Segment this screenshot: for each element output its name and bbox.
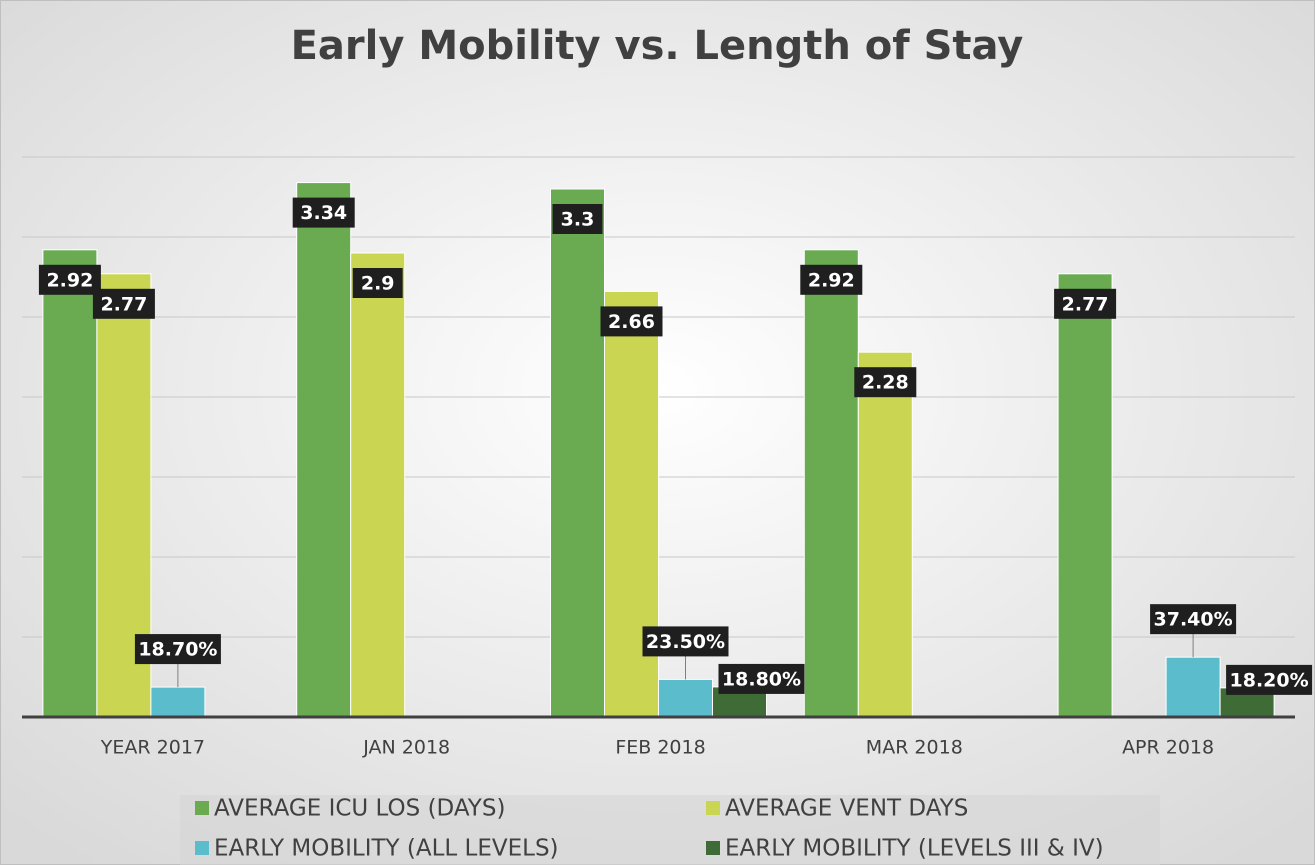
data-label-box bbox=[1150, 604, 1237, 635]
legend-swatch bbox=[195, 841, 209, 855]
data-label: 2.28 bbox=[862, 372, 909, 394]
data-label: 3.34 bbox=[300, 202, 347, 224]
data-label-box bbox=[642, 626, 729, 657]
x-tick-label: JAN 2018 bbox=[362, 737, 450, 759]
legend-label: AVERAGE VENT DAYS bbox=[725, 796, 968, 822]
bar bbox=[550, 188, 605, 718]
data-label-box bbox=[292, 197, 355, 228]
data-label: 18.20% bbox=[1230, 669, 1309, 691]
legend-swatch bbox=[706, 841, 720, 855]
bar bbox=[150, 686, 206, 718]
data-label: 2.66 bbox=[608, 311, 655, 333]
data-label-box bbox=[92, 288, 155, 319]
data-label: 23.50% bbox=[646, 631, 725, 653]
x-tick-label: FEB 2018 bbox=[615, 737, 705, 759]
x-tick-label: APR 2018 bbox=[1122, 737, 1214, 759]
bar bbox=[42, 249, 98, 718]
x-tick-label: YEAR 2017 bbox=[100, 737, 205, 759]
data-label-box bbox=[1226, 664, 1313, 695]
bar bbox=[350, 252, 406, 718]
bar bbox=[658, 678, 713, 718]
data-label-box bbox=[134, 634, 221, 665]
data-label-box bbox=[38, 264, 101, 295]
bar bbox=[857, 351, 913, 718]
legend-label: EARLY MOBILITY (ALL LEVELS) bbox=[214, 836, 559, 862]
data-label-box bbox=[552, 204, 603, 234]
legend-swatch bbox=[706, 801, 720, 815]
data-label-box bbox=[718, 663, 805, 694]
data-label-box bbox=[1054, 288, 1117, 319]
data-label-box bbox=[854, 367, 917, 398]
data-label: 18.70% bbox=[138, 639, 217, 661]
chart-title: Early Mobility vs. Length of Stay bbox=[291, 23, 1024, 69]
data-label-box bbox=[352, 268, 403, 298]
bar bbox=[296, 182, 352, 718]
data-label: 3.3 bbox=[561, 209, 595, 231]
data-label: 2.77 bbox=[1062, 293, 1109, 315]
bar bbox=[803, 249, 859, 718]
data-label: 2.92 bbox=[808, 269, 855, 291]
x-tick-label: MAR 2018 bbox=[866, 737, 963, 759]
bar bbox=[1057, 273, 1113, 718]
data-label: 2.9 bbox=[361, 273, 395, 295]
data-label: 2.77 bbox=[100, 293, 147, 315]
legend-background bbox=[180, 795, 1160, 865]
data-label: 37.40% bbox=[1154, 609, 1233, 631]
legend-swatch bbox=[195, 801, 209, 815]
data-label-box bbox=[800, 264, 863, 295]
legend-label: EARLY MOBILITY (LEVELS III & IV) bbox=[725, 836, 1104, 862]
legend-label: AVERAGE ICU LOS (DAYS) bbox=[214, 796, 505, 822]
data-label: 2.92 bbox=[46, 269, 93, 291]
data-label-box bbox=[600, 306, 663, 337]
bar bbox=[1165, 656, 1221, 718]
data-label: 18.80% bbox=[722, 668, 801, 690]
